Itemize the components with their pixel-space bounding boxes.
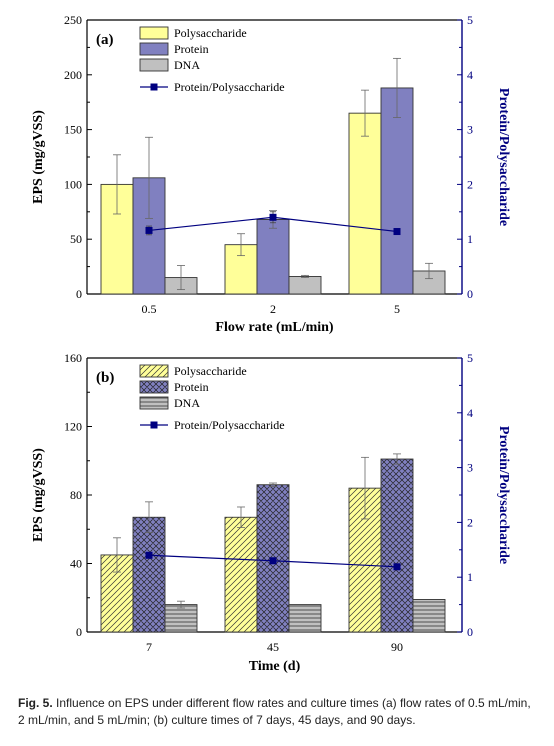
legend-line-marker	[150, 83, 158, 91]
y-axis-title: EPS (mg/gVSS)	[31, 110, 46, 204]
y-tick-label: 80	[70, 488, 82, 502]
y2-tick-label: 4	[467, 68, 473, 82]
legend-label-protein: Protein	[174, 380, 209, 394]
y2-axis-title: Protein/Polysaccharide	[496, 88, 511, 226]
legend-swatch-polysaccharide	[139, 26, 169, 40]
x-tick-label: 7	[146, 640, 152, 654]
figure-caption: Fig. 5. Influence on EPS under different…	[18, 695, 538, 729]
legend-swatch-polysaccharide	[139, 364, 169, 378]
y2-axis-title: Protein/Polysaccharide	[496, 426, 511, 564]
ratio-point-0.5	[145, 226, 153, 234]
bar-protein-5	[380, 87, 414, 295]
legend-swatch-dna	[139, 396, 169, 410]
legend: Polysaccharide Protein DNA Protein/Polysacc…	[139, 364, 285, 432]
bar-protein-90	[380, 458, 414, 633]
x-tick-label: 90	[391, 640, 403, 654]
y-tick-label: 0	[76, 287, 82, 301]
bar-protein-2	[256, 219, 290, 295]
bar-dna-90	[412, 599, 446, 633]
y-tick-label: 50	[70, 232, 82, 246]
y-tick-label: 100	[64, 177, 82, 191]
legend-label-protein: Protein	[174, 42, 209, 56]
y-tick-label: 120	[64, 420, 82, 434]
y-tick-label: 200	[64, 68, 82, 82]
legend-swatch-protein	[139, 380, 169, 394]
ratio-point-5	[393, 228, 401, 236]
legend-label-ratio: Protein/Polysaccharide	[174, 418, 285, 432]
x-axis-title: Time (d)	[249, 659, 301, 674]
y2-tick-label: 2	[467, 177, 473, 191]
bar-protein-7	[132, 516, 166, 633]
caption-text: Influence on EPS under different flow ra…	[18, 696, 531, 727]
legend-swatch-protein	[139, 42, 169, 56]
legend-line-marker	[150, 421, 158, 429]
y2-tick-label: 5	[467, 351, 473, 365]
y2-tick-label: 5	[467, 13, 473, 27]
legend-label-polysaccharide: Polysaccharide	[174, 364, 247, 378]
x-tick-label: 0.5	[142, 302, 157, 316]
ratio-point-2	[269, 213, 277, 221]
bar-dna-45	[288, 604, 322, 633]
y2-tick-label: 3	[467, 461, 473, 475]
legend-label-dna: DNA	[174, 396, 200, 410]
y-tick-label: 250	[64, 13, 82, 27]
panel-label: (b)	[96, 370, 114, 386]
bar-protein-45	[256, 484, 290, 633]
x-tick-label: 45	[267, 640, 279, 654]
y2-tick-label: 1	[467, 570, 473, 584]
bar-dna-7	[164, 604, 198, 633]
y-tick-label: 0	[76, 625, 82, 639]
legend-swatch-dna	[139, 58, 169, 72]
legend-label-polysaccharide: Polysaccharide	[174, 26, 247, 40]
ratio-point-45	[269, 557, 277, 565]
chart-panel-a: 0 50 100 150 200 250 0 1 2 3 4 5 0.5 2 5 Flow rate (mL/…	[31, 13, 511, 335]
y-tick-label: 40	[70, 557, 82, 571]
y-axis-title: EPS (mg/gVSS)	[31, 448, 46, 542]
ratio-point-7	[145, 551, 153, 559]
caption-label: Fig. 5.	[18, 696, 53, 710]
x-tick-label: 2	[270, 302, 276, 316]
y2-tick-label: 4	[467, 406, 473, 420]
y2-tick-label: 0	[467, 625, 473, 639]
x-axis-title: Flow rate (mL/min)	[215, 320, 334, 335]
legend-label-ratio: Protein/Polysaccharide	[174, 80, 285, 94]
y-tick-label: 160	[64, 351, 82, 365]
y2-tick-label: 2	[467, 515, 473, 529]
bar-dna-2	[288, 276, 322, 295]
bar-polysaccharide-5	[348, 112, 382, 295]
y2-tick-label: 1	[467, 232, 473, 246]
legend: Polysaccharide Protein DNA Protein/Polysacc…	[139, 26, 285, 94]
y2-tick-label: 3	[467, 123, 473, 137]
y-tick-label: 150	[64, 123, 82, 137]
panel-label: (a)	[96, 32, 114, 48]
y2-tick-label: 0	[467, 287, 473, 301]
x-tick-label: 5	[394, 302, 400, 316]
legend-label-dna: DNA	[174, 58, 200, 72]
ratio-point-90	[393, 563, 401, 571]
bar-polysaccharide-45	[224, 516, 258, 633]
